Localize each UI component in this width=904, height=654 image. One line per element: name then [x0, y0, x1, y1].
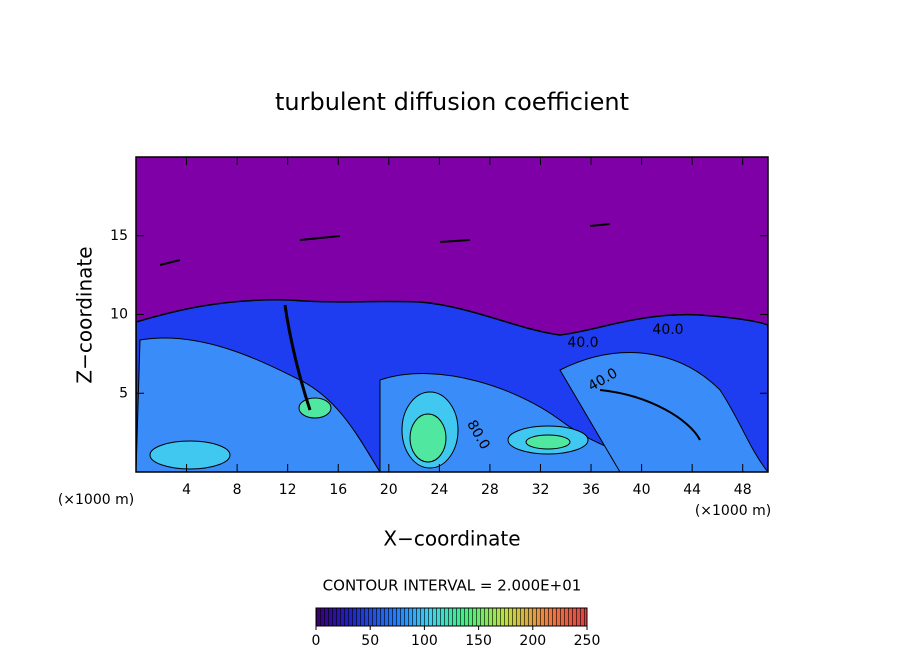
colorbar-tick-label: 100: [411, 633, 438, 649]
y-unit-label: (×1000 m): [58, 492, 134, 508]
contour-label: 40.0: [567, 335, 598, 351]
colorbar-tick-label: 150: [465, 633, 492, 649]
x-tick-label: 20: [380, 482, 398, 498]
colorbar-tick-label: 0: [312, 633, 321, 649]
chart-title: turbulent diffusion coefficient: [275, 88, 629, 116]
x-tick-label: 12: [279, 482, 297, 498]
x-tick-label: 32: [532, 482, 550, 498]
contour-label: 40.0: [652, 322, 683, 338]
y-axis-label: Z−coordinate: [73, 246, 97, 383]
colorbar-tick-label: 250: [574, 633, 601, 649]
y-tick-label: 5: [119, 385, 128, 401]
x-tick-label: 24: [430, 482, 448, 498]
x-tick-label: 16: [329, 482, 347, 498]
x-tick-label: 40: [633, 482, 651, 498]
x-tick-label: 4: [182, 482, 191, 498]
contour-interval: CONTOUR INTERVAL = 2.000E+01: [323, 577, 582, 595]
x-tick-label: 28: [481, 482, 499, 498]
colorbar-frame: [315, 607, 588, 627]
x-tick-label: 48: [734, 482, 752, 498]
colorbar-tick-label: 50: [361, 633, 379, 649]
y-tick-label: 10: [110, 307, 128, 323]
field: [136, 157, 768, 472]
x-axis-label: X−coordinate: [383, 527, 520, 551]
x-tick-label: 8: [233, 482, 242, 498]
x-tick-label: 36: [582, 482, 600, 498]
x-tick-label: 44: [683, 482, 701, 498]
colorbar-tick-label: 200: [519, 633, 546, 649]
y-tick-label: 15: [110, 228, 128, 244]
x-unit-label: (×1000 m): [695, 503, 771, 519]
